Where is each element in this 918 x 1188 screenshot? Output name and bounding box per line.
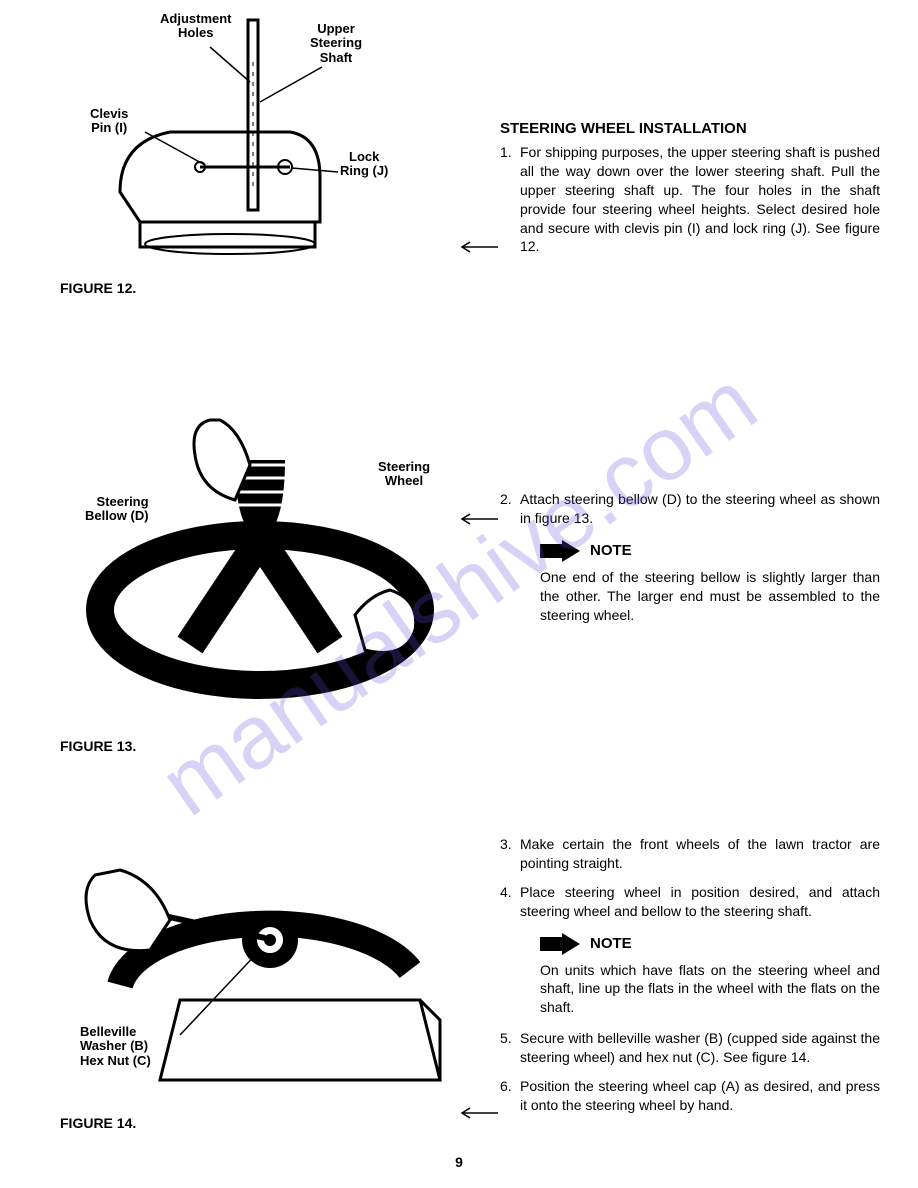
figure-13-caption: FIGURE 13.: [60, 738, 480, 754]
fig12-label-lockring-text: Lock Ring (J): [340, 149, 388, 178]
section-title: STEERING WHEEL INSTALLATION: [500, 120, 880, 137]
figure-14-caption: FIGURE 14.: [60, 1115, 480, 1131]
figure-13-block: Steering Wheel Steering Bellow (D) FIGUR…: [60, 400, 480, 754]
step-6-text: Position the steering wheel cap (A) as d…: [520, 1077, 880, 1115]
figure-12-block: Adjustment Holes Upper Steering Shaft Cl…: [60, 12, 480, 296]
step-2: 2. Attach steering bellow (D) to the ste…: [500, 490, 880, 528]
fig12-label-lockring: Lock Ring (J): [340, 150, 388, 179]
steps-3-6-block: 3. Make certain the front wheels of the …: [500, 835, 880, 1125]
fig13-label-wheel-text: Steering Wheel: [378, 459, 430, 488]
fig12-label-clevis-text: Clevis Pin (I): [90, 106, 128, 135]
fig12-label-adjustment-text: Adjustment Holes: [160, 11, 232, 40]
note-1: NOTE One end of the steering bellow is s…: [540, 540, 880, 625]
step-4-num: 4.: [500, 883, 520, 921]
figure-14-image: Belleville Washer (B) Hex Nut (C): [60, 820, 460, 1100]
figure-13-image: Steering Wheel Steering Bellow (D): [60, 400, 460, 730]
fig13-label-bellow-text: Steering Bellow (D): [85, 494, 149, 523]
fig13-label-wheel: Steering Wheel: [378, 460, 430, 489]
step-5-text: Secure with belleville washer (B) (cuppe…: [520, 1029, 880, 1067]
step-2-text: Attach steering bellow (D) to the steeri…: [520, 490, 880, 528]
note-1-label: NOTE: [590, 542, 632, 559]
fig13-label-bellow: Steering Bellow (D): [85, 495, 149, 524]
step-2-num: 2.: [500, 490, 520, 528]
figure-12-caption: FIGURE 12.: [60, 280, 480, 296]
note-2: NOTE On units which have flats on the st…: [540, 933, 880, 1018]
step-3: 3. Make certain the front wheels of the …: [500, 835, 880, 873]
step-6: 6. Position the steering wheel cap (A) a…: [500, 1077, 880, 1115]
step-1-num: 1.: [500, 143, 520, 256]
step-1: 1. For shipping purposes, the upper stee…: [500, 143, 880, 256]
fig12-label-upper-shaft-text: Upper Steering Shaft: [310, 21, 362, 65]
fig12-label-clevis: Clevis Pin (I): [90, 107, 128, 136]
section-steering-install: STEERING WHEEL INSTALLATION 1. For shipp…: [500, 120, 880, 266]
note-arrow-icon: [540, 540, 580, 562]
page: manualshive.com Adjustme: [0, 0, 918, 1188]
note-2-label: NOTE: [590, 935, 632, 952]
step-4: 4. Place steering wheel in position desi…: [500, 883, 880, 921]
step-4-text: Place steering wheel in position desired…: [520, 883, 880, 921]
step-2-block: 2. Attach steering bellow (D) to the ste…: [500, 490, 880, 636]
step-5-num: 5.: [500, 1029, 520, 1067]
fig14-label-belleville: Belleville Washer (B) Hex Nut (C): [80, 1025, 151, 1068]
note-1-header: NOTE: [540, 540, 880, 562]
arrow-to-fig14: [460, 1104, 500, 1122]
note-1-text: One end of the steering bellow is slight…: [540, 568, 880, 625]
fig14-label-belleville-text: Belleville Washer (B) Hex Nut (C): [80, 1024, 151, 1068]
arrow-to-fig12: [460, 238, 500, 256]
step-3-text: Make certain the front wheels of the law…: [520, 835, 880, 873]
step-5: 5. Secure with belleville washer (B) (cu…: [500, 1029, 880, 1067]
note-2-header: NOTE: [540, 933, 880, 955]
page-number: 9: [455, 1154, 463, 1170]
fig12-label-upper-shaft: Upper Steering Shaft: [310, 22, 362, 65]
arrow-to-fig13: [460, 510, 500, 528]
step-3-num: 3.: [500, 835, 520, 873]
note-2-text: On units which have flats on the steerin…: [540, 961, 880, 1018]
fig12-label-adjustment: Adjustment Holes: [160, 12, 232, 41]
step-6-num: 6.: [500, 1077, 520, 1115]
note-arrow-icon: [540, 933, 580, 955]
figure-12-image: Adjustment Holes Upper Steering Shaft Cl…: [60, 12, 400, 272]
step-1-text: For shipping purposes, the upper steerin…: [520, 143, 880, 256]
figure-14-block: Belleville Washer (B) Hex Nut (C) FIGURE…: [60, 820, 480, 1131]
